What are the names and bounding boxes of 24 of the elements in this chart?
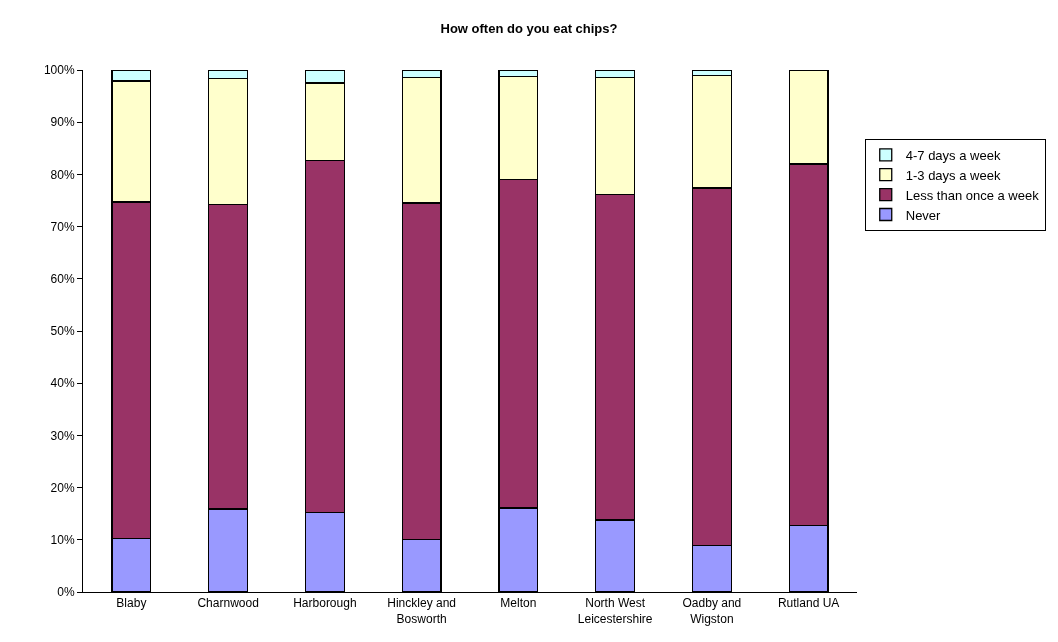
y-tick-label: 50% bbox=[50, 324, 75, 339]
x-tick-label: Melton bbox=[500, 596, 537, 611]
y-tick-label: 20% bbox=[50, 480, 75, 495]
legend-label: 1-3 days a week bbox=[905, 167, 1001, 183]
y-tick-label: 100% bbox=[43, 63, 75, 78]
y-tick-label: 60% bbox=[50, 272, 75, 286]
legend-label: Never bbox=[905, 207, 942, 223]
y-tick-label: 90% bbox=[50, 115, 75, 130]
x-tick-label: Oadby and Wigston bbox=[682, 596, 742, 626]
y-tick-label: 30% bbox=[50, 428, 75, 443]
x-tick-label: Charnwood bbox=[197, 596, 259, 611]
legend-label: Less than once a week bbox=[905, 187, 1040, 203]
x-tick-label: Rutland UA bbox=[777, 596, 840, 611]
x-tick-label: Hinckley and Bosworth bbox=[387, 596, 456, 626]
x-tick-label: Blaby bbox=[116, 596, 147, 611]
y-tick-label: 70% bbox=[50, 219, 75, 234]
y-tick-label: 40% bbox=[50, 376, 75, 391]
y-tick-label: 80% bbox=[50, 167, 75, 182]
chart-title: How often do you eat chips? bbox=[440, 21, 618, 37]
y-tick-label: 10% bbox=[50, 533, 75, 547]
y-tick-label: 0% bbox=[57, 585, 75, 600]
x-tick-label: Harborough bbox=[293, 596, 357, 611]
x-tick-label: North West Leicestershire bbox=[577, 596, 653, 626]
legend-label: 4-7 days a week bbox=[905, 147, 1001, 163]
